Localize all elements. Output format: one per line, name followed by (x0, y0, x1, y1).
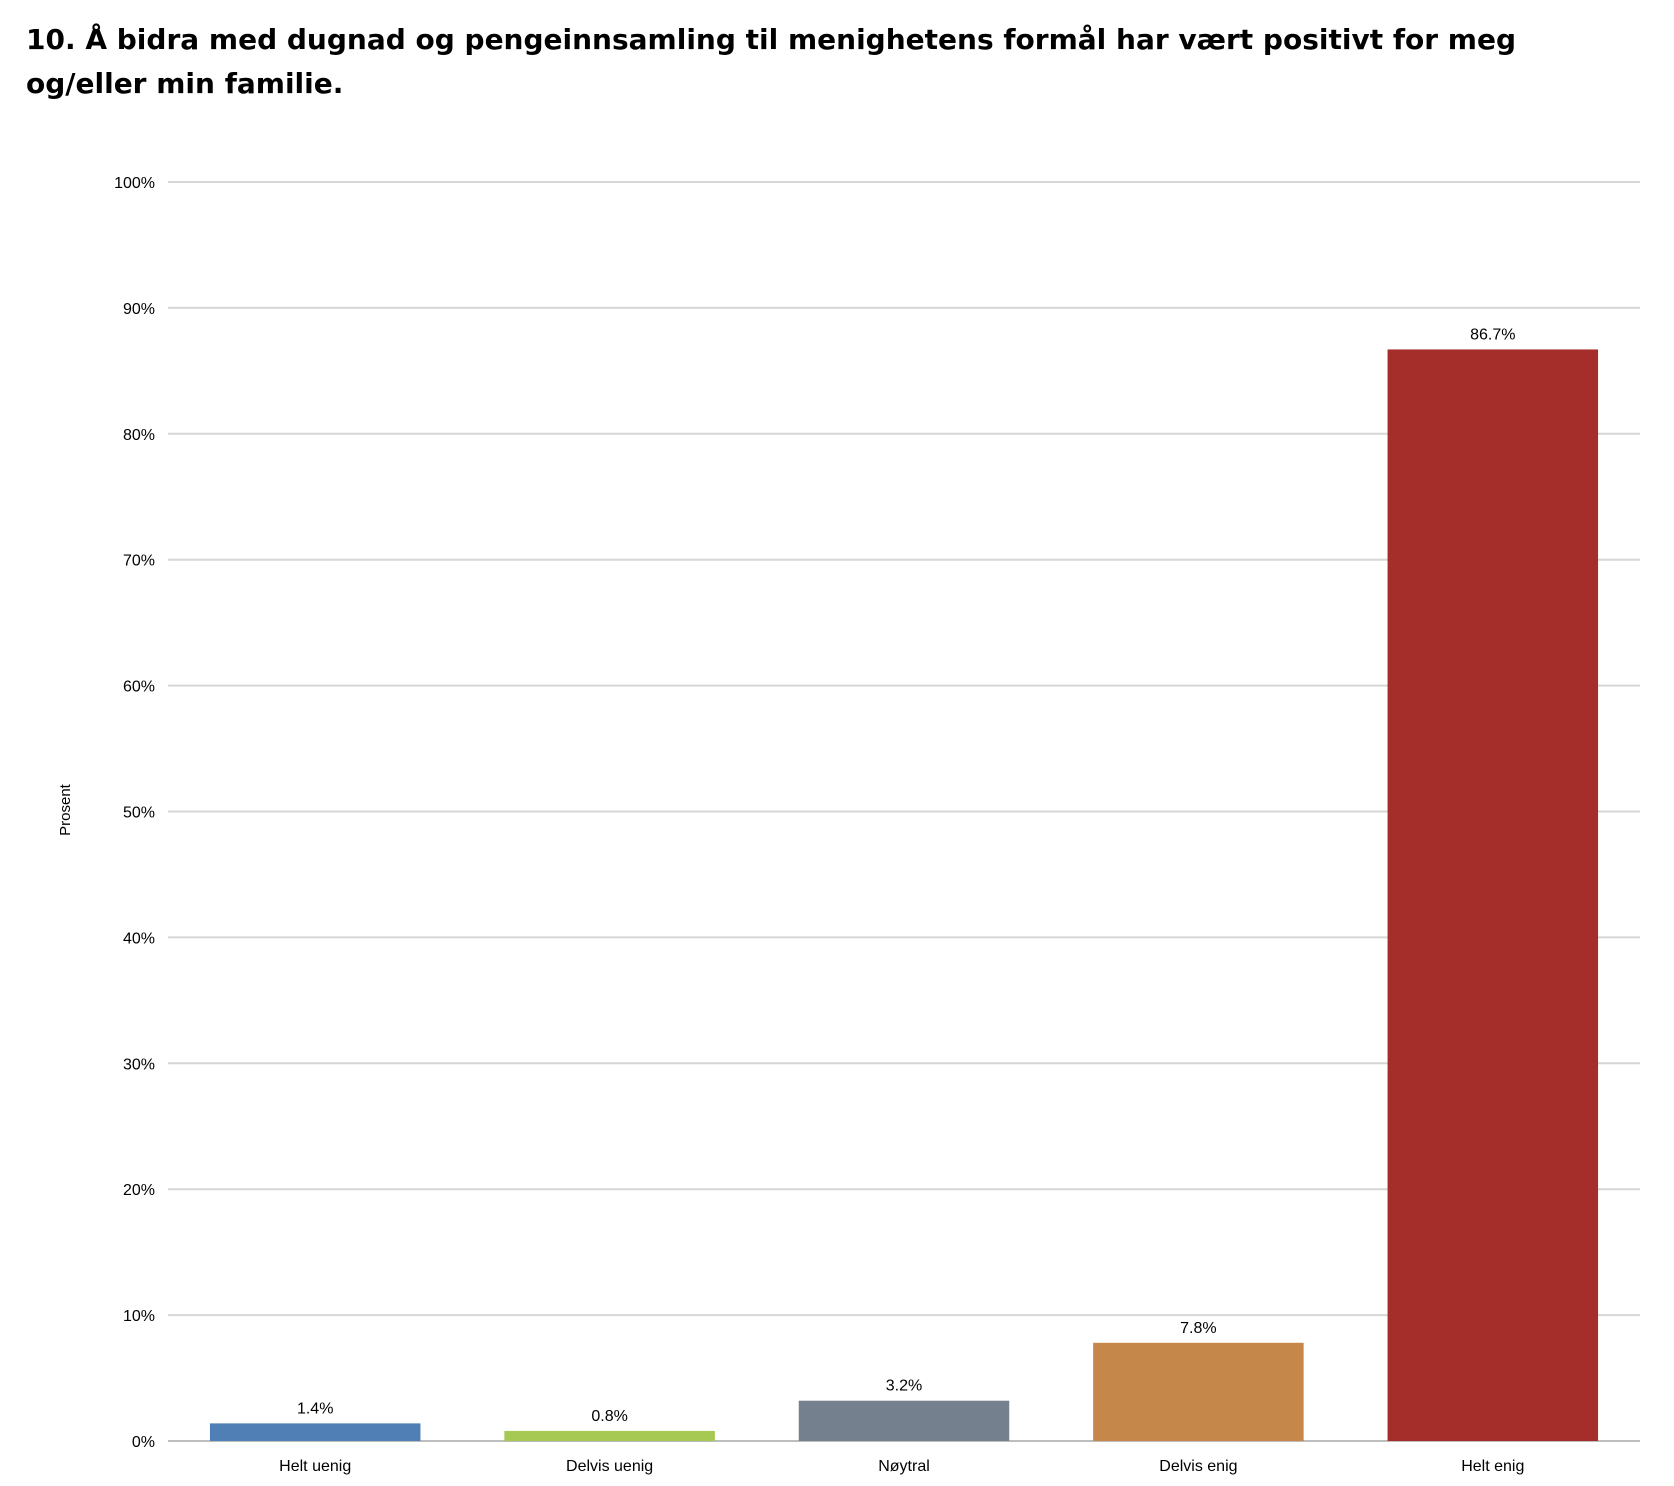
data-label: 3.2% (886, 1378, 922, 1395)
y-tick-label: 60% (123, 679, 155, 696)
y-tick-label: 90% (123, 301, 155, 318)
y-tick-label: 30% (123, 1056, 155, 1073)
bar (1093, 1342, 1304, 1441)
x-category-label: Helt enig (1461, 1458, 1524, 1475)
y-tick-label: 80% (123, 427, 155, 444)
y-tick-label: 70% (123, 553, 155, 570)
y-axis-label: Prosent (57, 783, 74, 836)
bar (798, 1400, 1010, 1441)
y-tick-label: 10% (123, 1308, 155, 1325)
y-tick-label: 0% (132, 1434, 155, 1451)
data-label: 0.8% (591, 1408, 627, 1425)
data-label: 86.7% (1470, 326, 1515, 343)
x-category-label: Delvis enig (1159, 1458, 1237, 1475)
x-category-label: Delvis uenig (566, 1458, 653, 1475)
y-tick-label: 20% (123, 1182, 155, 1199)
y-tick-label: 40% (123, 930, 155, 947)
bar (209, 1423, 421, 1441)
bar (1387, 349, 1599, 1441)
data-label: 1.4% (297, 1400, 333, 1417)
y-tick-label: 50% (123, 805, 155, 822)
chart-title: 10. Å bidra med dugnad og pengeinnsamlin… (26, 23, 1517, 100)
x-category-label: Nøytral (878, 1458, 930, 1475)
bar (504, 1430, 715, 1441)
data-label: 7.8% (1180, 1320, 1216, 1337)
x-category-label: Helt uenig (279, 1458, 351, 1475)
y-tick-label: 100% (114, 175, 155, 192)
